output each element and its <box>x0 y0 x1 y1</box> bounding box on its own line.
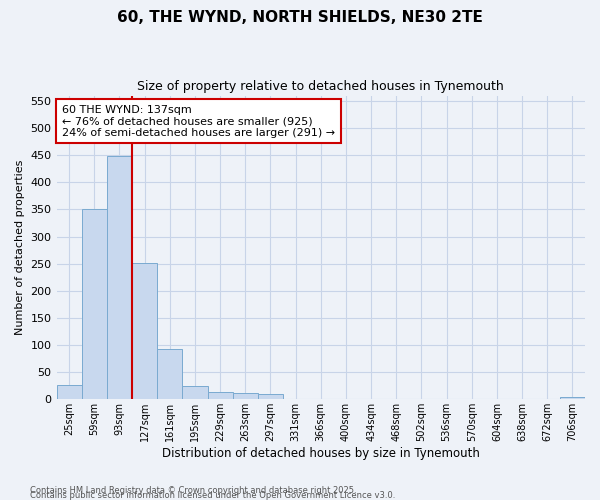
Bar <box>157 349 182 400</box>
Bar <box>233 394 258 400</box>
X-axis label: Distribution of detached houses by size in Tynemouth: Distribution of detached houses by size … <box>162 447 480 460</box>
Bar <box>82 210 107 400</box>
Bar <box>132 262 157 400</box>
Bar <box>56 384 82 400</box>
Text: 60, THE WYND, NORTH SHIELDS, NE30 2TE: 60, THE WYND, NORTH SHIELDS, NE30 2TE <box>117 10 483 25</box>
Bar <box>560 397 585 400</box>
Text: Contains public sector information licensed under the Open Government Licence v3: Contains public sector information licen… <box>30 491 395 500</box>
Bar <box>258 394 283 400</box>
Y-axis label: Number of detached properties: Number of detached properties <box>15 160 25 335</box>
Bar <box>107 156 132 400</box>
Bar <box>208 392 233 400</box>
Text: 60 THE WYND: 137sqm
← 76% of detached houses are smaller (925)
24% of semi-detac: 60 THE WYND: 137sqm ← 76% of detached ho… <box>62 104 335 138</box>
Text: Contains HM Land Registry data © Crown copyright and database right 2025.: Contains HM Land Registry data © Crown c… <box>30 486 356 495</box>
Bar <box>182 386 208 400</box>
Title: Size of property relative to detached houses in Tynemouth: Size of property relative to detached ho… <box>137 80 504 93</box>
